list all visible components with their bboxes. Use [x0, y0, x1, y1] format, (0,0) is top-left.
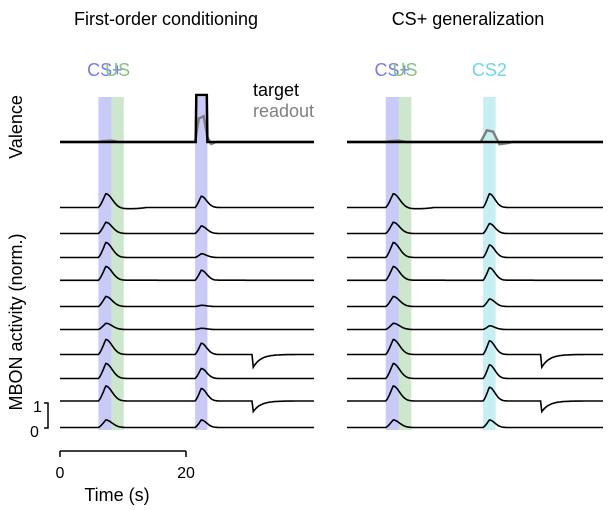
legend-readout: readout	[253, 101, 314, 121]
mbon-trace-9-panel-1	[347, 385, 603, 414]
x-tick-label-20: 20	[177, 465, 195, 482]
x-axis-label: Time (s)	[84, 485, 149, 505]
mbon-trace-7-panel-1	[347, 338, 603, 370]
mbon-trace-9-panel-0	[60, 385, 314, 414]
scale-bar: 1 0	[30, 399, 49, 441]
mbon-trace-7-panel-0	[60, 338, 314, 370]
legend-target: target	[253, 80, 299, 100]
valence-target-line-0	[60, 93, 314, 144]
mbon-trace-4-panel-0	[60, 265, 314, 282]
panel-first-order-conditioning: CS+US	[60, 60, 314, 430]
stimulus-label-cs-plus-1: CS+	[375, 60, 411, 80]
stimulus-band-test-0	[195, 97, 208, 430]
mbon-trace-8-panel-1	[347, 362, 603, 380]
stimulus-band-us-0	[111, 97, 124, 430]
stimulus-label-us-1: US	[393, 60, 418, 80]
ylabel-mbon: MBON activity (norm.)	[6, 233, 26, 410]
stimulus-label-cs2-1: CS2	[472, 60, 507, 80]
panel-cs-plus-generalization: CS+US CS2	[347, 60, 603, 430]
scale-bar-top-label: 1	[33, 399, 42, 416]
stimulus-band-us-1	[398, 97, 412, 430]
mbon-trace-1-panel-1	[347, 192, 603, 210]
panel-title-left: First-order conditioning	[74, 9, 258, 29]
stimulus-band-cs-plus-0	[98, 97, 112, 430]
stimulus-band-cs-plus-1	[385, 97, 399, 430]
x-tick-label-0: 0	[56, 465, 65, 482]
mbon-trace-3-panel-0	[60, 241, 314, 259]
mbon-trace-2-panel-0	[60, 221, 314, 235]
mbon-trace-5-panel-1	[347, 295, 603, 308]
mbon-trace-4-panel-1	[347, 265, 603, 282]
mbon-trace-5-panel-0	[60, 295, 314, 308]
stimulus-label-cs-plus-0: CS+	[87, 60, 123, 80]
panel-title-right: CS+ generalization	[392, 9, 545, 29]
ylabel-valence: Valence	[6, 95, 26, 159]
mbon-trace-3-panel-1	[347, 241, 603, 259]
mbon-trace-6-panel-0	[60, 322, 314, 331]
mbon-trace-8-panel-0	[60, 362, 314, 380]
mbon-trace-6-panel-1	[347, 322, 603, 331]
stimulus-label-us-0: US	[105, 60, 130, 80]
mbon-trace-2-panel-1	[347, 221, 603, 235]
mbon-trace-1-panel-0	[60, 192, 314, 210]
scale-bar-bottom-label: 0	[30, 424, 39, 441]
mbon-trace-10-panel-0	[60, 419, 314, 429]
mbon-trace-10-panel-1	[347, 419, 603, 429]
x-axis: 0 20 Time (s)	[56, 450, 195, 505]
stimulus-band-cs2-1	[483, 97, 496, 430]
